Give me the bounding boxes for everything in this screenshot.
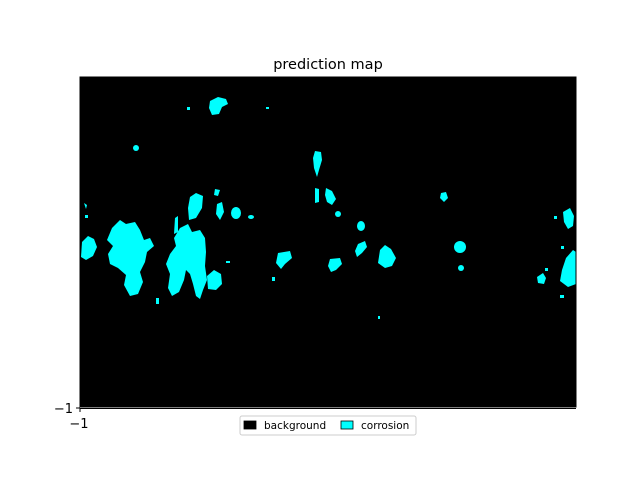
corrosion-blob <box>187 107 190 110</box>
legend-box <box>239 415 417 436</box>
corrosion-blob <box>272 277 275 281</box>
corrosion-blob <box>81 236 97 260</box>
corrosion-blob <box>214 189 220 196</box>
chart-title: prediction map <box>273 57 383 73</box>
legend-label-corrosion: corrosion <box>361 420 409 432</box>
corrosion-blob <box>188 193 203 220</box>
corrosion-blob <box>355 241 367 257</box>
axes-frame <box>79 76 577 408</box>
legend-swatch-background <box>243 420 257 430</box>
corrosion-blob <box>248 215 254 219</box>
corrosion-blob <box>133 145 139 151</box>
corrosion-blob <box>207 270 222 290</box>
corrosion-blob <box>85 215 88 218</box>
corrosion-blob <box>266 107 269 109</box>
corrosion-blob <box>209 97 228 115</box>
corrosion-blob <box>174 216 178 234</box>
corrosion-blob <box>545 268 548 271</box>
y-tick-label: −1 <box>54 402 73 417</box>
corrosion-blob <box>357 221 365 231</box>
corrosion-regions <box>81 97 576 319</box>
background-region <box>80 77 576 407</box>
corrosion-blob <box>378 316 380 319</box>
corrosion-blob <box>166 224 207 299</box>
corrosion-blob <box>560 250 576 287</box>
corrosion-blob <box>231 207 241 219</box>
corrosion-blob <box>84 203 87 209</box>
corrosion-blob <box>454 241 466 253</box>
corrosion-blob <box>561 246 564 249</box>
corrosion-blob <box>378 245 396 268</box>
corrosion-blob <box>328 258 342 272</box>
corrosion-blob <box>458 265 464 271</box>
corrosion-blob <box>276 251 292 269</box>
corrosion-blob <box>560 295 564 298</box>
corrosion-blob <box>226 261 230 263</box>
corrosion-blob <box>156 298 159 304</box>
corrosion-blob <box>216 202 224 220</box>
corrosion-blob <box>107 220 154 296</box>
corrosion-blob <box>440 192 448 202</box>
corrosion-blob <box>537 273 546 284</box>
corrosion-blob <box>563 208 574 229</box>
x-tick-label: −1 <box>69 417 88 432</box>
corrosion-blob <box>313 151 322 177</box>
corrosion-blob <box>325 188 336 205</box>
corrosion-blob <box>315 188 319 203</box>
prediction-map-image <box>80 77 576 407</box>
corrosion-blob <box>554 216 557 219</box>
corrosion-blob <box>335 211 341 217</box>
legend: background corrosion <box>239 415 417 436</box>
legend-swatch-corrosion <box>340 420 354 430</box>
legend-label-background: background <box>264 420 326 432</box>
